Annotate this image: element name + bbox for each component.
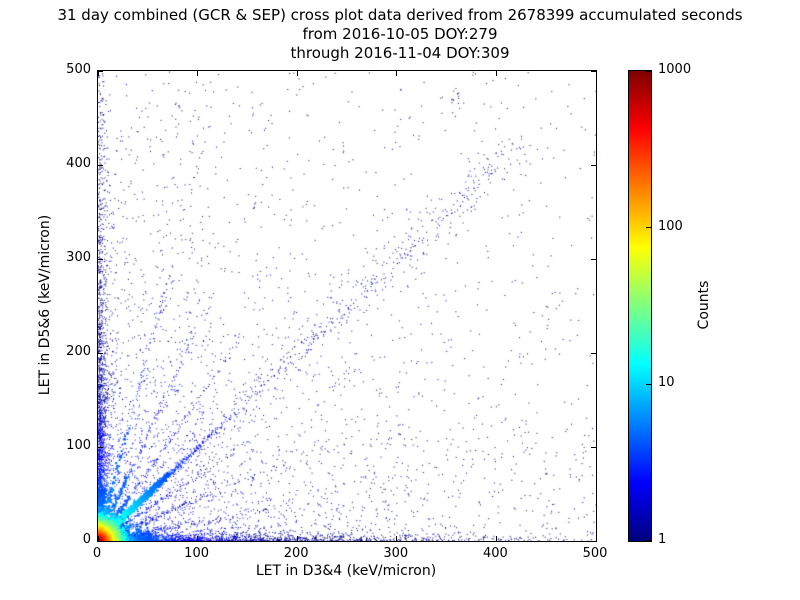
x-tick-label: 100 [184,546,209,561]
colorbar-tick-label: 100 [658,218,683,234]
x-tick-mark [396,536,398,541]
y-tick-mark [98,446,103,448]
x-tick-mark [197,71,199,76]
colorbar-tick-label: 1000 [658,62,692,77]
chart-title-line-3: through 2016-11-04 DOY:309 [290,44,510,62]
y-tick-label: 300 [66,250,91,265]
y-tick-mark [98,70,103,72]
x-axis-label: LET in D3&4 (keV/micron) [255,563,437,579]
x-tick-label: 300 [383,546,409,561]
y-tick-label: 500 [66,62,91,77]
colorbar-label: Counts [696,280,712,330]
y-tick-label: 400 [66,156,91,171]
x-tick-label: 200 [283,546,309,561]
chart-title-line-2: from 2016-10-05 DOY:279 [302,25,498,43]
y-tick-mark [591,70,596,72]
y-axis-label: LET in D5&6 (keV/micron) [37,214,53,396]
x-tick-mark [197,536,199,541]
colorbar-tick-label: 10 [658,375,675,391]
y-tick-label: 0 [82,532,91,547]
y-tick-mark [98,258,103,260]
plot-area [97,70,597,542]
x-tick-mark [97,71,99,76]
x-tick-mark [97,536,99,541]
x-tick-mark [495,536,497,541]
x-tick-mark [495,71,497,76]
x-tick-mark [595,536,597,541]
colorbar-tick-mark [646,227,651,229]
scatter-canvas [98,71,596,541]
colorbar-gradient [629,71,651,541]
x-tick-mark [296,71,298,76]
y-tick-mark [591,164,596,166]
y-tick-mark [98,164,103,166]
x-tick-label: 400 [482,546,508,561]
y-tick-label: 100 [66,438,91,453]
chart-title: 31 day combined (GCR & SEP) cross plot d… [0,6,800,63]
x-tick-mark [296,536,298,541]
colorbar-tick-mark [646,383,651,385]
y-tick-mark [591,258,596,260]
x-tick-label: 0 [92,546,102,561]
y-tick-mark [591,446,596,448]
colorbar-tick-mark [646,71,651,72]
x-tick-mark [595,71,597,76]
x-tick-label: 500 [582,546,608,561]
chart-title-line-1: 31 day combined (GCR & SEP) cross plot d… [57,6,743,24]
y-tick-mark [591,540,596,542]
y-tick-mark [98,540,103,542]
y-tick-label: 200 [66,344,91,359]
colorbar [628,70,652,542]
y-tick-mark [98,352,103,354]
y-tick-mark [591,352,596,354]
colorbar-tick-label: 1 [658,532,667,547]
colorbar-tick-mark [646,540,651,541]
x-tick-mark [396,71,398,76]
